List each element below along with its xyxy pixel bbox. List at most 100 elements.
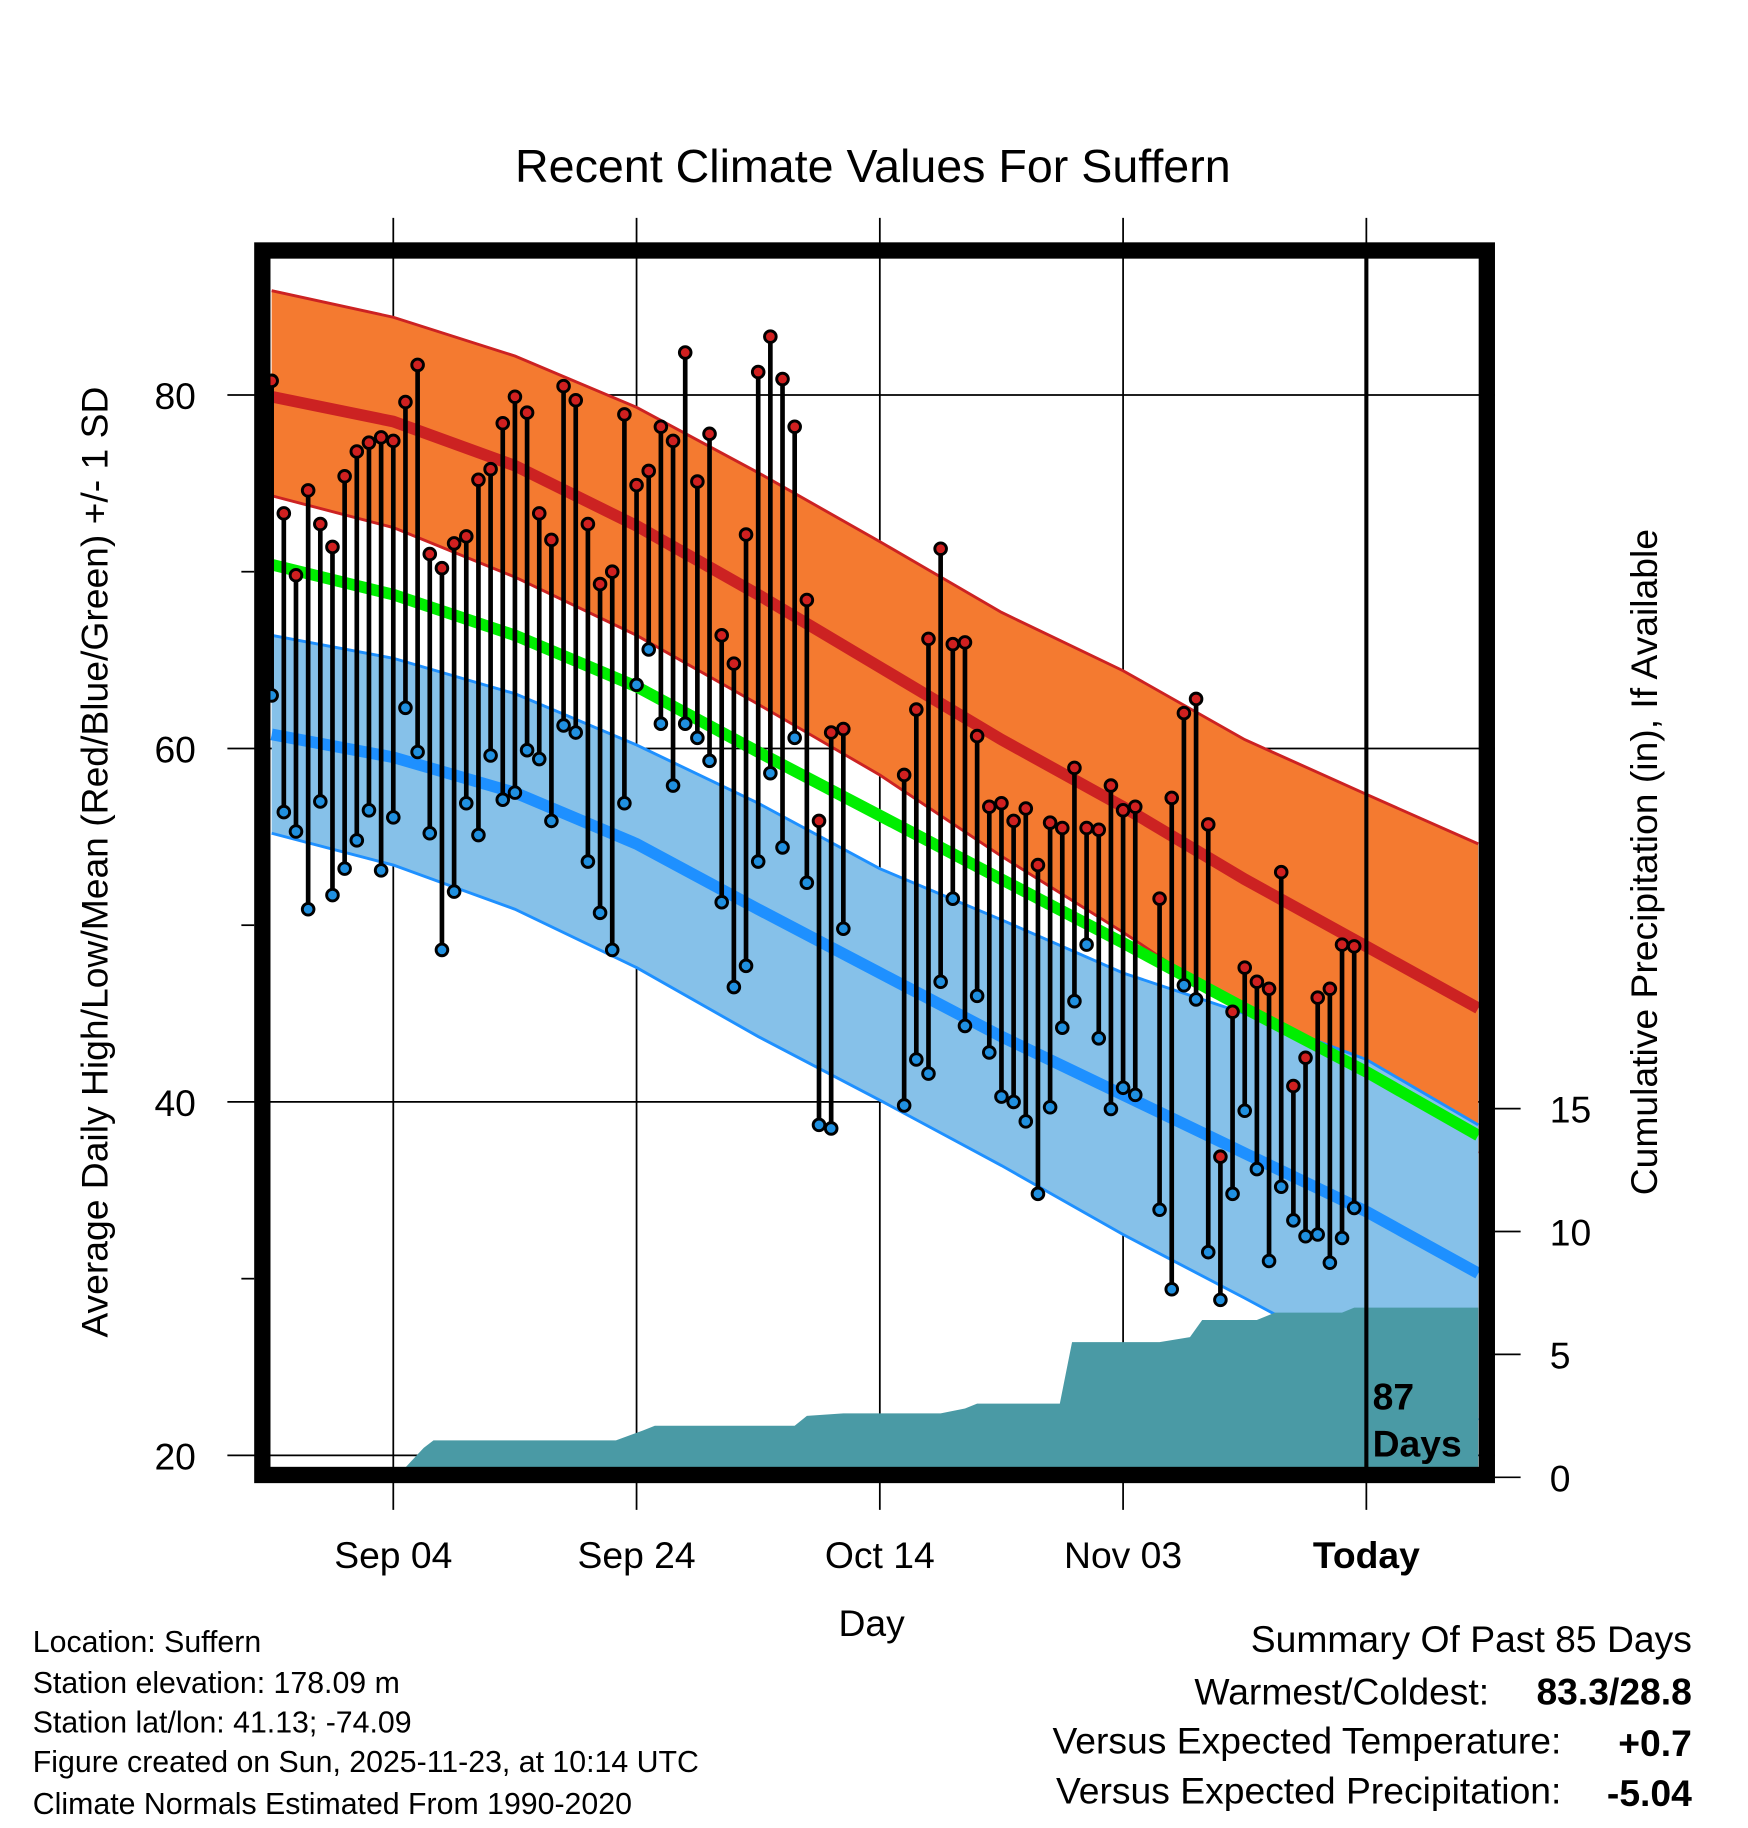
daily-low-point [422, 825, 438, 841]
daily-low-point [1213, 1292, 1228, 1308]
daily-high-point [1286, 1078, 1301, 1094]
daily-high-point [507, 389, 523, 405]
temp-anomaly-value: +0.7 [1618, 1722, 1692, 1764]
chart-title: Recent Climate Values For Suffern [515, 140, 1231, 192]
daily-high-point [531, 506, 547, 521]
daily-high-point [325, 539, 340, 555]
daily-low-point [337, 861, 352, 876]
info-line: Figure created on Sun, 2025-11-23, at 10… [33, 1746, 699, 1779]
daily-low-point [568, 725, 584, 740]
daily-high-point [288, 567, 304, 583]
daily-high-point [519, 405, 535, 420]
daily-high-point [1237, 960, 1253, 975]
daily-high-point [933, 541, 948, 557]
daily-low-point [531, 751, 547, 767]
daily-low-point [270, 688, 279, 703]
y2-tick-label: 5 [1550, 1334, 1571, 1376]
daily-low-point [1042, 1099, 1058, 1115]
daily-high-point [969, 728, 985, 744]
daily-high-point [836, 721, 851, 737]
x-tick-label: Today [1313, 1534, 1420, 1576]
normal-high-line [270, 390, 1479, 1014]
y-tick-label: 60 [154, 728, 195, 770]
daily-high-point [313, 516, 328, 532]
daily-low-point [349, 833, 365, 848]
daily-high-point [270, 373, 279, 389]
x-tick-label: Nov 03 [1064, 1534, 1182, 1576]
low-sd-band [271, 635, 1479, 1421]
daily-high-point [677, 345, 693, 360]
daily-low-point [519, 742, 535, 758]
daily-low-point [726, 979, 742, 995]
daily-high-point [1334, 937, 1350, 952]
daily-low-point [1249, 1161, 1265, 1177]
daily-low-point [373, 863, 389, 878]
daily-low-point [1273, 1179, 1289, 1195]
daily-high-point [726, 656, 742, 671]
daily-high-point [896, 767, 912, 783]
daily-low-point [641, 642, 657, 657]
daily-high-point [1176, 705, 1192, 721]
daily-low-point [1334, 1230, 1350, 1246]
daily-low-point [592, 905, 608, 921]
daily-low-point [544, 813, 559, 829]
daily-high-point [738, 527, 754, 542]
daily-high-point [714, 628, 729, 643]
daily-low-point [288, 824, 304, 839]
daily-high-point [1225, 1004, 1240, 1020]
daily-low-point [677, 716, 693, 731]
daily-high-point [1103, 778, 1119, 793]
daily-high-point [921, 631, 936, 647]
daily-high-point [750, 364, 766, 380]
daily-low-point [1103, 1101, 1119, 1117]
daily-low-point [1176, 977, 1192, 993]
x-axis-label: Day [839, 1602, 906, 1644]
daily-high-point [1018, 801, 1034, 816]
daily-low-point [982, 1045, 997, 1060]
daily-low-point [386, 810, 401, 825]
daily-low-point [775, 840, 790, 855]
y2-tick-label: 15 [1550, 1089, 1591, 1131]
daily-low-point [921, 1066, 936, 1081]
daily-low-point [896, 1098, 912, 1113]
daily-low-point [458, 795, 474, 811]
normal-mean-line [270, 558, 1479, 1141]
daily-low-point [483, 748, 498, 763]
daily-high-point [690, 474, 705, 489]
info-line: Climate Normals Estimated From 1990-2020 [33, 1788, 632, 1821]
daily-low-point [276, 804, 292, 820]
daily-low-point [945, 891, 961, 906]
daily-high-point [763, 329, 778, 344]
info-line: Station elevation: 178.09 m [33, 1667, 400, 1700]
precip-anomaly-label: Versus Expected Precipitation: [1056, 1770, 1561, 1812]
temp-anomaly-label: Versus Expected Temperature: [1053, 1719, 1562, 1761]
daily-low-point [690, 730, 705, 746]
high-sd-band [271, 290, 1479, 1154]
daily-high-point [1006, 813, 1021, 829]
daily-low-point [994, 1089, 1009, 1104]
daily-high-point [1067, 760, 1082, 776]
daily-high-point [1152, 891, 1167, 906]
daily-low-point [1200, 1244, 1216, 1260]
daily-low-point [750, 854, 766, 869]
daily-high-point [1249, 974, 1265, 990]
plot-area [270, 289, 1479, 1468]
daily-low-point [617, 795, 632, 811]
daily-low-point [629, 677, 644, 693]
daily-low-point [580, 854, 596, 869]
daily-high-point [1346, 939, 1362, 954]
daily-low-point [1310, 1227, 1325, 1242]
plot-frame [254, 242, 1495, 1484]
daily-low-point [1286, 1213, 1301, 1228]
daily-high-point [1164, 790, 1180, 806]
precip-anomaly-value: -5.04 [1607, 1772, 1692, 1814]
daily-high-point [592, 576, 608, 592]
daily-low-point [787, 730, 802, 746]
daily-low-point [1127, 1087, 1143, 1103]
warmest-coldest-label: Warmest/Coldest: [1194, 1671, 1489, 1713]
daily-low-point [313, 794, 328, 809]
y-axis-label: Average Daily High/Low/Mean (Red/Blue/Gr… [73, 387, 115, 1338]
daily-high-point [994, 795, 1009, 811]
daily-high-point [799, 592, 815, 608]
daily-low-point [1298, 1228, 1313, 1244]
